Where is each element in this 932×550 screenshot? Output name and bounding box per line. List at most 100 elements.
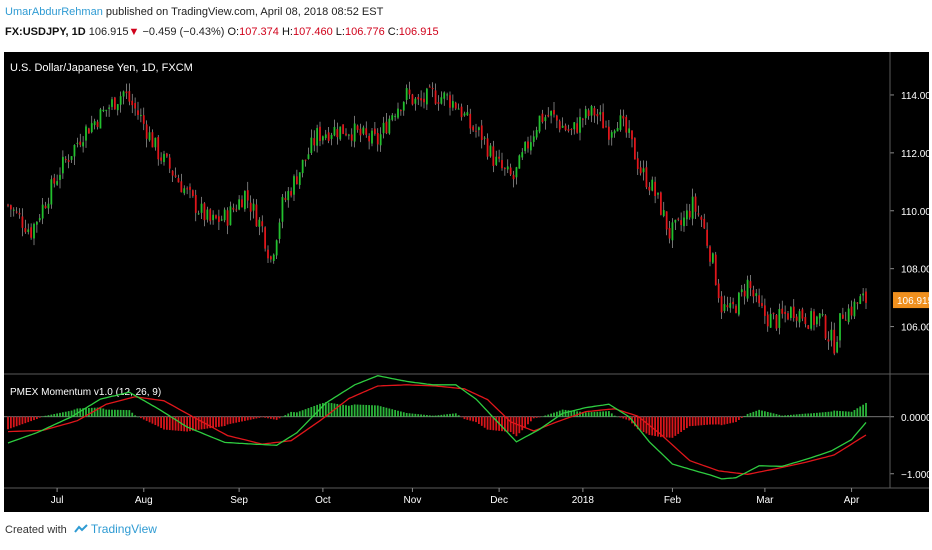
candle [839,313,841,348]
candle [85,124,87,148]
histogram-bar [183,416,186,432]
candle-body [836,341,839,353]
candle [24,219,27,234]
candle-body [35,221,38,225]
candle-body [518,155,521,169]
candle-body [853,301,856,317]
candle-body [688,210,691,218]
candle-body [506,166,509,170]
author-link[interactable]: UmarAbdurRehman [5,6,103,18]
candle [645,160,648,190]
histogram-bar [654,416,657,437]
candle [795,313,798,328]
time-tick-label: Nov [404,495,422,506]
candle-body [209,209,212,222]
histogram-bar [740,416,743,418]
candle [154,137,157,151]
candle [509,163,512,176]
macd-line [7,375,867,480]
candle [79,133,82,148]
candle-body [691,196,694,219]
histogram-bar [483,416,486,428]
candle-body [411,94,414,105]
histogram-bar [856,408,859,417]
candle [365,121,368,138]
candle [602,103,605,129]
candle-body [301,159,304,174]
candle [457,103,460,110]
histogram-bar [813,413,815,417]
candle [740,284,743,297]
histogram-bar [839,410,841,417]
high-value: 107.460 [292,26,333,38]
time-tick-label: 2018 [572,495,595,506]
histogram-bar [599,411,602,417]
candle-body [498,156,501,159]
candle [616,121,619,132]
candle-body [284,198,287,200]
candle [350,128,353,147]
histogram-bar [154,416,157,426]
candle [212,210,215,225]
histogram-bar [264,416,267,418]
candle-body [310,137,313,154]
candle-body [544,117,547,122]
candle-body [191,190,194,196]
candle-body [573,122,576,130]
tradingview-brand[interactable]: TradingView [90,522,157,536]
candle-body [472,126,475,131]
candle [128,83,131,106]
candle-body [616,128,619,132]
candle-body [463,113,466,116]
candle-body [492,146,495,166]
candle [515,166,518,185]
price-axis: 114.000 112.000 110.000 108.000 106.000 106.9… [890,91,932,334]
histogram-bar [362,404,365,417]
candle [295,169,298,185]
histogram-bar [616,416,619,418]
candle [53,173,56,188]
candle [596,109,599,125]
histogram-bar [645,416,648,434]
candle [584,105,587,125]
candle [298,172,301,189]
candle [232,203,235,213]
candle-body [717,283,720,299]
candle-body [30,227,33,238]
chart-svg[interactable]: U.S. Dollar/Japanese Yen, 1D, FXCM 114.0… [4,52,932,512]
candle [787,311,789,321]
candle [792,299,795,322]
histogram-bar [792,414,795,417]
candle [76,137,79,148]
histogram-bar [550,413,553,417]
symbol-label[interactable]: FX:USDJPY, 1D [5,26,86,38]
histogram-bar [865,402,867,417]
candle-body [105,109,108,111]
candle [859,293,862,305]
candle [122,90,125,105]
candle [576,117,579,134]
histogram-bar [766,411,769,417]
candle [512,170,515,188]
candle [483,136,486,145]
histogram-bar [142,416,145,420]
candle-body [324,134,327,139]
candle [830,321,833,347]
candle [330,132,333,146]
candle-body [642,168,645,173]
candle-body [295,176,298,185]
candle-body [758,295,761,304]
candle [411,93,414,106]
histogram-bar [746,413,749,417]
candle-body [125,91,128,94]
candle-body [304,159,307,161]
candle-body [194,194,197,213]
candle-body [313,138,316,146]
candle [821,309,824,317]
candle-body [778,309,781,328]
candle-body [529,142,532,151]
histogram-bar [527,416,529,425]
histogram-bar [524,416,527,428]
candle [833,322,836,356]
chart-area[interactable]: U.S. Dollar/Japanese Yen, 1D, FXCM 114.0… [4,52,932,512]
